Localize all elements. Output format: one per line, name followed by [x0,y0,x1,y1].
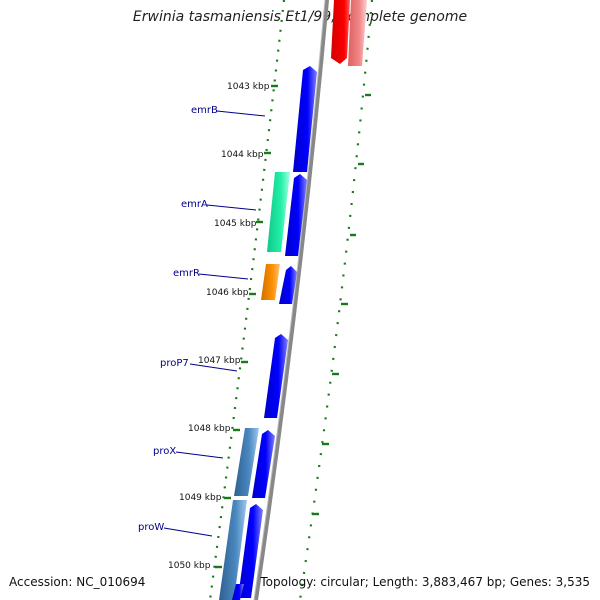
cds-emrA-blue [285,174,307,256]
genome-backbone-highlight [253,0,326,600]
tick-label: 1044 kbp [221,150,264,160]
accession-label: Accession: NC_010694 [9,575,146,589]
gene-proW [219,500,247,600]
gene-proX [234,428,259,496]
tick-label: 1045 kbp [214,219,257,229]
tick-label: 1043 kbp [227,82,270,92]
gene-label-proP7: proP7 [160,358,189,369]
cds-proX-blue [252,430,275,498]
genome-backbone [254,0,329,600]
tick-label: 1050 kbp [168,561,211,571]
gene-label-emrA: emrA [181,199,208,210]
cds-emrB [293,66,317,172]
cds-proP7 [264,334,288,418]
gc-skew-dots-inner [298,0,374,600]
gene-proW-tail [232,584,244,600]
reverse-gene-red [331,0,350,64]
tick-label: 1048 kbp [188,424,231,434]
tick-label: 1049 kbp [179,493,222,503]
gc-content-marks [215,84,371,569]
gene-emrR [261,264,280,300]
tick-label: 1047 kbp [198,356,241,366]
tick-label: 1046 kbp [206,288,249,298]
label-leader-lines [163,110,266,537]
gene-label-proX: proX [153,446,176,457]
cds-proW-blue [238,504,263,598]
cds-emrR-blue [279,266,297,304]
map-title: Erwinia tasmaniensis Et1/99, complete ge… [132,9,468,25]
gene-label-emrR: emrR [173,268,200,279]
gene-label-proW: proW [138,522,164,533]
gene-label-emrB: emrB [191,105,218,116]
tick-labels: 1043 kbp 1044 kbp 1045 kbp 1046 kbp 1047… [168,82,270,571]
gene-labels: emrB emrA emrR proP7 proX proW [138,105,218,533]
genome-summary: Topology: circular; Length: 3,883,467 bp… [260,575,590,589]
gene-emrA [267,172,290,252]
reverse-gene-pink [348,0,367,66]
